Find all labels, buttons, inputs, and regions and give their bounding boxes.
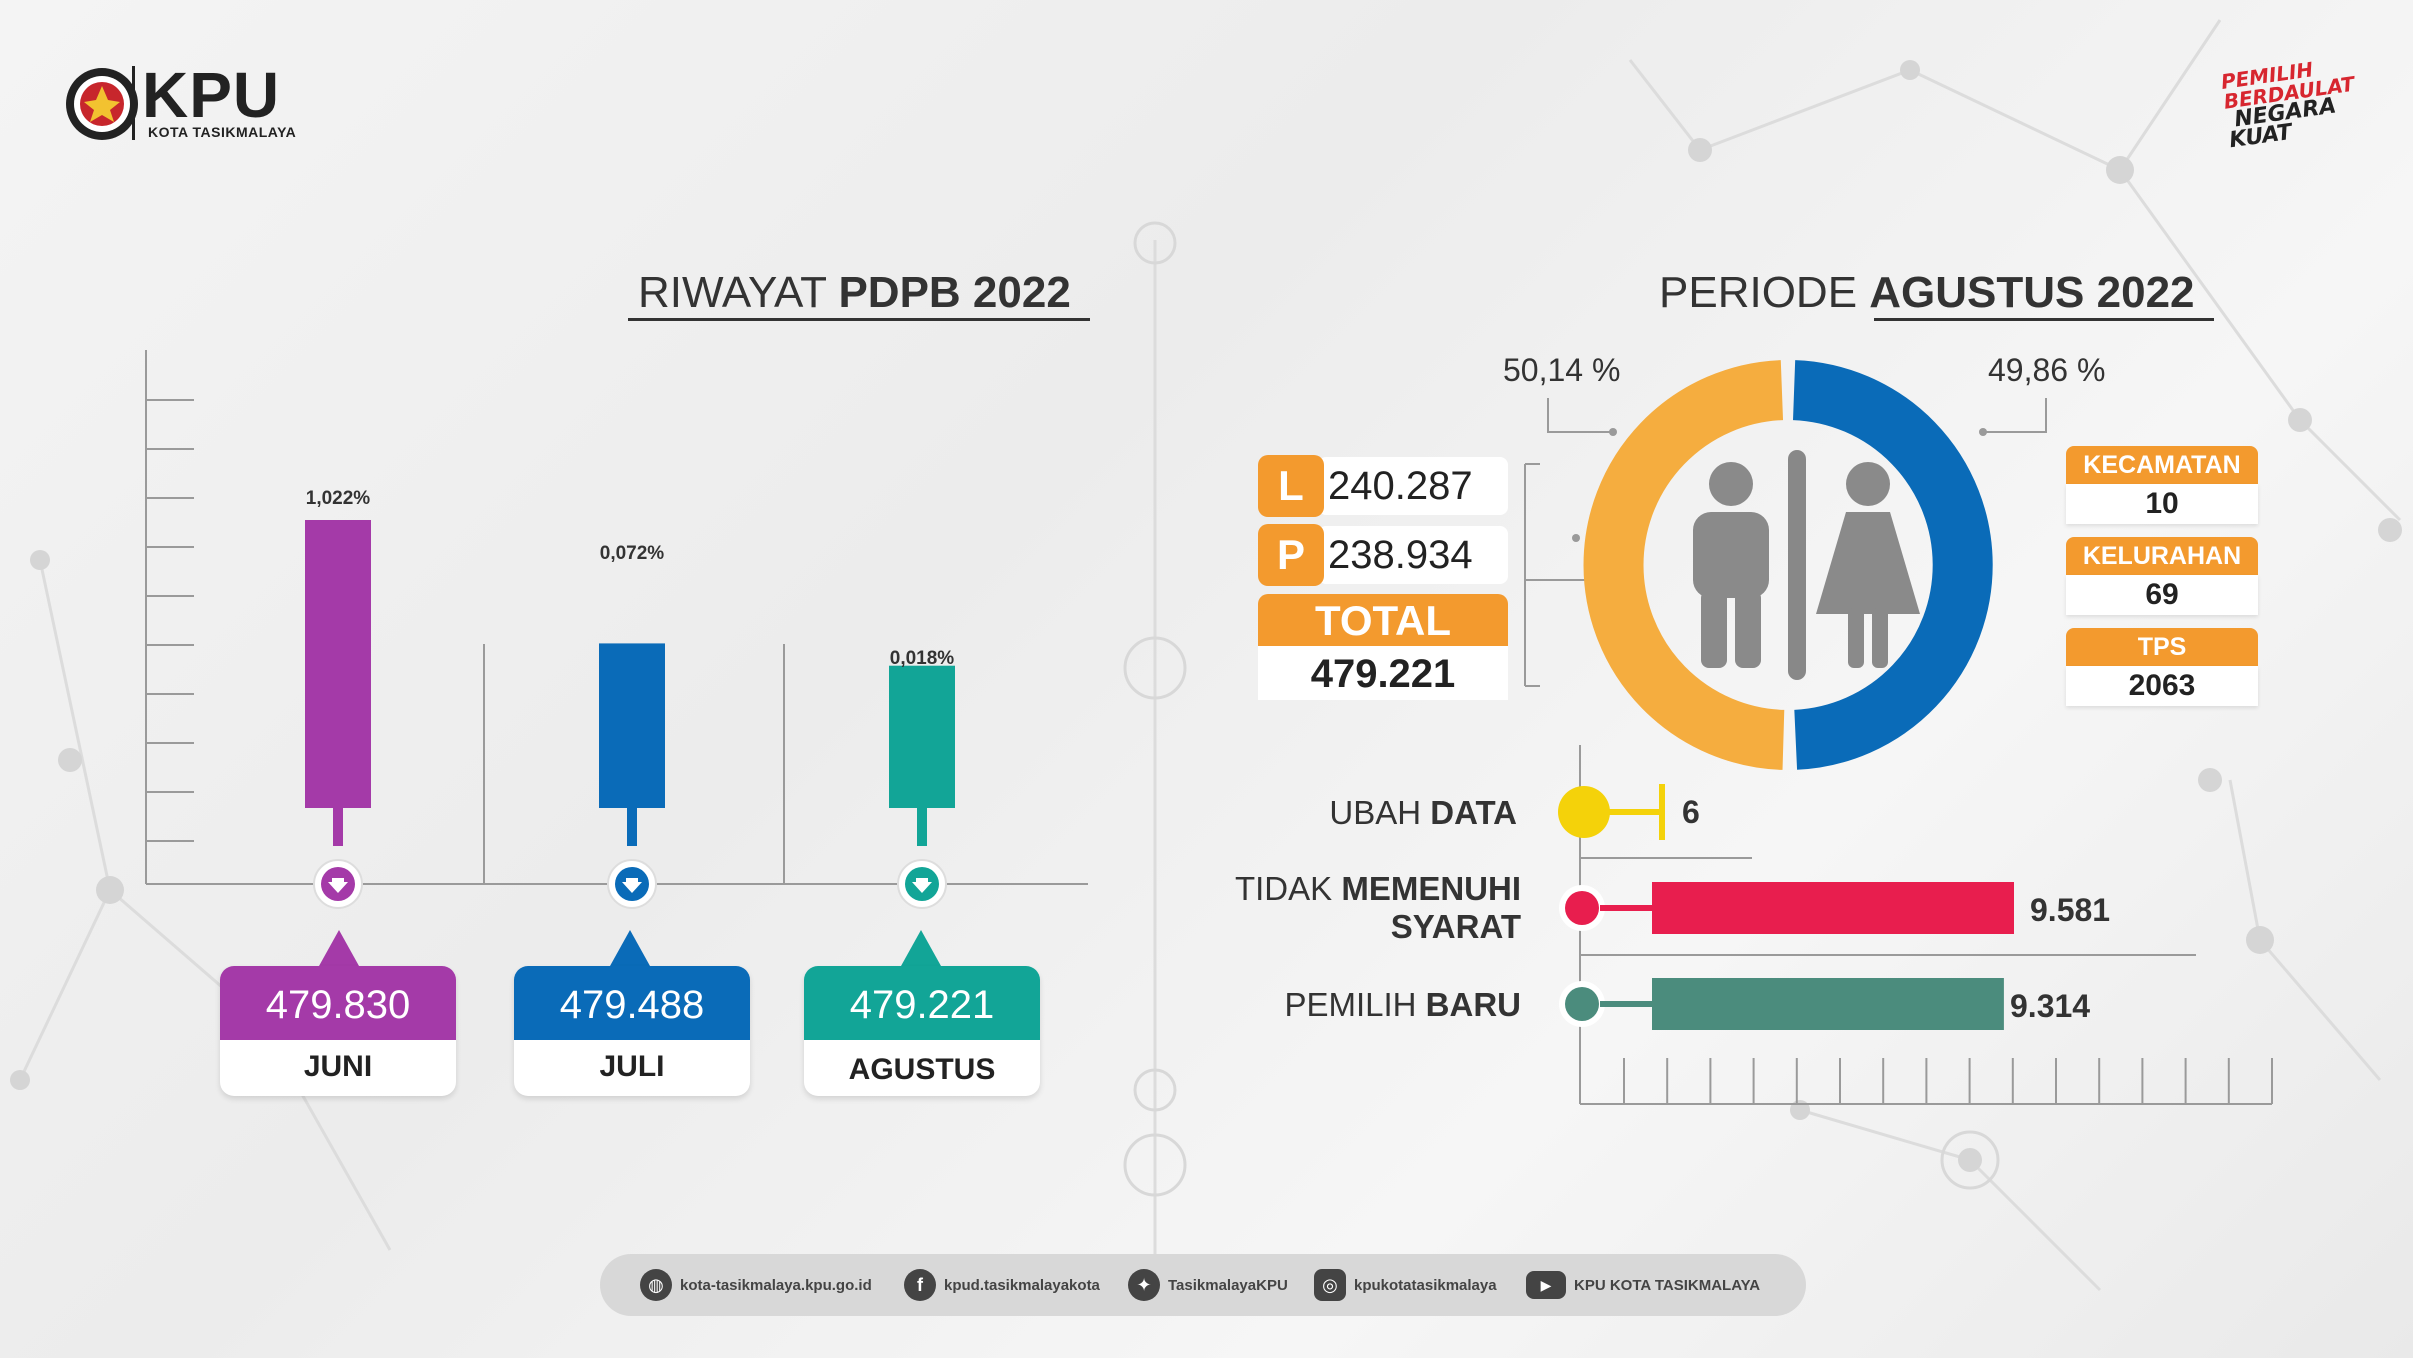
pct-label-juni: 1,022% <box>305 488 371 509</box>
footer-youtube-text: KPU KOTA TASIKMALAYA <box>1574 1276 1761 1294</box>
footer-instagram-text: kpukotatasikmalaya <box>1354 1276 1497 1294</box>
left-title: RIWAYAT PDPB 2022 <box>638 268 1071 318</box>
month-card-juni: 479.830 JUNI <box>220 966 456 1096</box>
bar-stem-agustus <box>917 808 927 846</box>
month-card-agustus: 479.221 AGUSTUS <box>804 966 1040 1096</box>
bar-agustus <box>889 665 955 808</box>
logo-divider <box>132 66 135 140</box>
bar-juli <box>599 643 665 808</box>
arrow-down-glyph <box>912 878 932 893</box>
info-kelurahan-label: KELURAHAN <box>2066 537 2258 575</box>
row-value-ubah-data: 6 <box>1682 794 1700 830</box>
globe-icon: ◍ <box>640 1269 672 1301</box>
footer-instagram[interactable]: ◎ kpukotatasikmalaya <box>1314 1268 1497 1302</box>
stat-total-label: TOTAL <box>1258 594 1508 646</box>
row-dot-pemilih-baru <box>1565 987 1599 1021</box>
footer-twitter[interactable]: ✦ TasikmalayaKPU <box>1128 1268 1288 1302</box>
card-pointer-agustus <box>901 930 941 966</box>
male-figure-icon <box>1693 462 1769 668</box>
month-name-agustus: AGUSTUS <box>848 1053 996 1086</box>
stat-total: TOTAL 479.221 <box>1258 594 1508 700</box>
left-title-light: RIWAYAT <box>638 268 839 317</box>
card-pointer-juni <box>319 930 359 966</box>
row-label-ubah-data-light: UBAH <box>1329 794 1431 831</box>
footer-website[interactable]: ◍ kota-tasikmalaya.kpu.go.id <box>640 1268 872 1302</box>
month-value-juni: 479.830 <box>220 966 456 1040</box>
stat-perempuan: 238.934 P <box>1258 524 1508 586</box>
donut-segment-laki <box>1583 360 1785 770</box>
row-label-ubah-data: UBAH DATA <box>1325 794 1517 832</box>
kpu-subtitle: KOTA TASIKMALAYA <box>148 124 297 140</box>
info-kelurahan-value: 69 <box>2066 575 2258 615</box>
month-name-juni: JUNI <box>303 1050 373 1083</box>
right-title-bold: AGUSTUS 2022 <box>1869 268 2195 317</box>
row-label-pemilih-baru: PEMILIH BARU <box>1225 986 1521 1024</box>
donut-segment-perempuan <box>1792 360 1993 770</box>
footer-facebook-text: kpud.tasikmalayakota <box>944 1276 1100 1294</box>
info-kecamatan-value: 10 <box>2066 484 2258 524</box>
pct-left-label: 50,14 % <box>1503 352 1621 388</box>
kpu-wordmark: KPU <box>142 59 281 131</box>
row-value-pemilih-baru: 9.314 <box>2010 988 2091 1024</box>
female-figure-icon <box>1816 462 1920 668</box>
card-pointer-juli <box>610 930 650 966</box>
bar-juni <box>305 520 371 808</box>
row-value-tidak-memenuhi: 9.581 <box>2030 892 2111 928</box>
stat-perempuan-letter: P <box>1258 524 1324 586</box>
info-kecamatan: KECAMATAN 10 <box>2066 446 2258 524</box>
pct-label-agustus: 0,018% <box>889 648 955 669</box>
stat-laki-letter: L <box>1258 455 1324 517</box>
row-label-tidak-memenuhi-line2: SYARAT <box>1390 908 1521 945</box>
left-title-bold: PDPB 2022 <box>838 268 1071 317</box>
info-kelurahan: KELURAHAN 69 <box>2066 537 2258 615</box>
stat-laki: 240.287 L <box>1258 455 1508 517</box>
bar-stem-juli <box>627 808 637 846</box>
left-title-underline <box>628 318 1090 321</box>
right-title: PERIODE AGUSTUS 2022 <box>1659 268 2195 318</box>
stat-laki-value: 240.287 <box>1318 457 1508 515</box>
stat-total-value: 479.221 <box>1258 646 1508 700</box>
instagram-icon: ◎ <box>1314 1269 1346 1301</box>
bar-stem-juni <box>333 808 343 846</box>
stat-perempuan-value: 238.934 <box>1318 526 1508 584</box>
info-tps: TPS 2063 <box>2066 628 2258 706</box>
month-card-juli: 479.488 JULI <box>514 966 750 1096</box>
month-value-agustus: 479.221 <box>804 966 1040 1040</box>
info-kecamatan-label: KECAMATAN <box>2066 446 2258 484</box>
month-value-juli: 479.488 <box>514 966 750 1040</box>
row-bar-tidak-memenuhi <box>1652 882 2014 934</box>
row-label-pemilih-baru-bold: BARU <box>1425 986 1521 1023</box>
row-bar-pemilih-baru <box>1652 978 2004 1030</box>
facebook-icon: f <box>904 1269 936 1301</box>
arrow-down-glyph <box>328 878 348 893</box>
row-label-tidak-memenuhi-light: TIDAK <box>1234 870 1342 907</box>
arrow-down-glyph <box>622 878 642 893</box>
row-label-pemilih-baru-light: PEMILIH <box>1284 986 1426 1023</box>
row-label-tidak-memenuhi: TIDAK MEMENUHI SYARAT <box>1225 870 1521 946</box>
footer-youtube[interactable]: ▶ KPU KOTA TASIKMALAYA <box>1526 1268 1760 1302</box>
row-label-tidak-memenuhi-bold: MEMENUHI <box>1341 870 1521 907</box>
kpu-emblem-icon <box>66 68 138 140</box>
footer-twitter-text: TasikmalayaKPU <box>1168 1276 1288 1294</box>
youtube-icon: ▶ <box>1526 1271 1566 1299</box>
pct-label-juli: 0,072% <box>599 543 665 564</box>
info-tps-value: 2063 <box>2066 666 2258 706</box>
twitter-icon: ✦ <box>1128 1269 1160 1301</box>
row-label-ubah-data-bold: DATA <box>1430 794 1517 831</box>
footer-facebook[interactable]: f kpud.tasikmalayakota <box>904 1268 1100 1302</box>
info-tps-label: TPS <box>2066 628 2258 666</box>
row-dot-tidak-memenuhi <box>1565 891 1599 925</box>
footer-bar <box>600 1254 1806 1316</box>
right-title-light: PERIODE <box>1659 268 1870 317</box>
pct-right-label: 49,86 % <box>1988 352 2106 388</box>
right-title-underline <box>1874 318 2214 321</box>
month-name-juli: JULI <box>599 1050 665 1083</box>
footer-website-text: kota-tasikmalaya.kpu.go.id <box>680 1276 872 1294</box>
